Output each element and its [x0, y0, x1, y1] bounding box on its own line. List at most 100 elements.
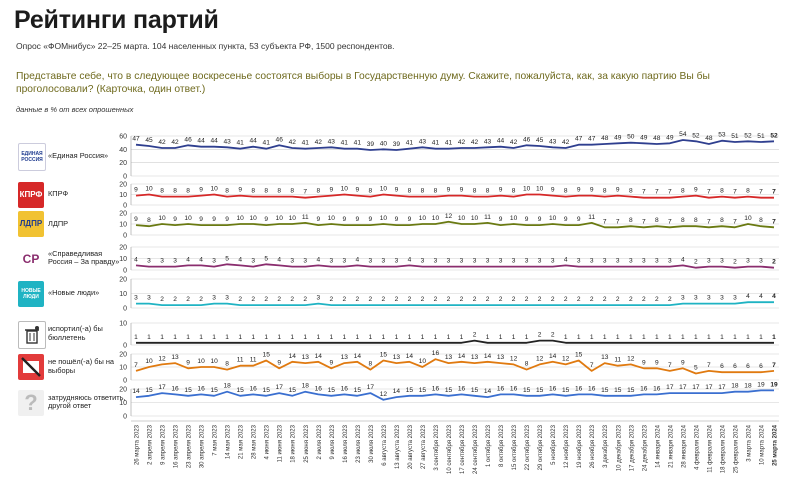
data-label: 16: [497, 385, 505, 392]
x-tick-label: 22 октября 2023: [525, 424, 531, 470]
data-label: 10: [276, 215, 284, 222]
data-label: 7: [707, 218, 711, 225]
y-tick-label: 10: [119, 192, 127, 199]
series-line: [135, 220, 775, 229]
data-label: 7: [733, 189, 737, 196]
y-tick-label: 10: [119, 256, 127, 263]
data-label: 15: [380, 352, 388, 359]
data-label: 2: [499, 296, 503, 303]
data-label: 4: [238, 256, 242, 263]
data-label: 8: [512, 188, 516, 195]
x-tick-label: 14 мая 2023: [226, 424, 232, 459]
series-line: [136, 301, 774, 307]
data-label: 8: [408, 188, 412, 195]
data-label: 7: [772, 189, 776, 196]
data-label: 41: [406, 140, 414, 147]
data-label: 9: [499, 216, 503, 223]
series-name: затрудняюсь ответить, другой ответ: [48, 392, 126, 411]
data-label: 14: [458, 353, 466, 360]
data-label: 8: [173, 188, 177, 195]
x-tick-label: 25 февраля 2024: [733, 424, 739, 473]
x-tick-label: 13 августа 2023: [395, 424, 401, 469]
data-label: 1: [590, 334, 594, 341]
data-label: 12: [445, 213, 453, 220]
data-label: 17: [666, 384, 674, 391]
data-label: 52: [692, 132, 700, 139]
data-label: 15: [523, 387, 531, 394]
data-label: 1: [434, 334, 438, 341]
data-label: 9: [577, 216, 581, 223]
series-line: [135, 193, 774, 199]
data-label: 7: [616, 218, 620, 225]
data-label: 9: [173, 216, 177, 223]
data-label: 41: [341, 140, 349, 147]
data-label: 2: [186, 296, 190, 303]
x-tick-label: 4 февраля 2024: [694, 424, 700, 470]
data-label: 9: [551, 187, 555, 194]
data-label: 15: [536, 387, 544, 394]
kprf-logo-icon: КПРФ: [18, 181, 44, 208]
data-label: 8: [277, 188, 281, 195]
data-label: 2: [408, 296, 412, 303]
data-label: 16: [250, 385, 258, 392]
data-label: 2: [251, 296, 255, 303]
data-label: 7: [642, 189, 646, 196]
data-label: 5: [694, 365, 698, 372]
data-label: 4: [408, 256, 412, 263]
data-label: 2: [356, 296, 360, 303]
data-label: 16: [510, 385, 518, 392]
units-note: данные в % от всех опрошенных: [16, 105, 134, 114]
data-label: 16: [458, 385, 466, 392]
data-label: 2: [238, 296, 242, 303]
data-label: 45: [145, 137, 153, 144]
data-label: 17: [705, 384, 713, 391]
x-tick-label: 16 апреля 2023: [174, 424, 180, 468]
data-label: 9: [564, 216, 568, 223]
survey-subtitle: Опрос «ФОМнибус» 22–25 марта. 104 населе…: [16, 41, 395, 51]
data-label: 1: [356, 334, 360, 341]
data-label: 3: [134, 295, 138, 302]
data-label: 10: [471, 215, 479, 222]
data-label: 12: [536, 355, 544, 362]
data-label: 14: [132, 388, 140, 395]
data-label: 2: [538, 296, 542, 303]
data-label: 4: [134, 256, 138, 263]
data-label: 8: [746, 188, 750, 195]
data-label: 9: [655, 359, 659, 366]
data-label: 10: [744, 215, 752, 222]
data-label: 4: [772, 293, 776, 300]
data-label: 15: [289, 387, 297, 394]
data-label: 2: [642, 296, 646, 303]
data-label: 11: [237, 357, 244, 364]
ldpr-logo-icon: ЛДПР: [18, 211, 44, 237]
series-name: «Единая Россия»: [48, 150, 109, 160]
y-tick-label: 60: [119, 134, 127, 141]
data-label: 41: [432, 140, 440, 147]
data-label: 1: [525, 334, 529, 341]
data-label: 51: [757, 133, 765, 140]
data-label: 1: [616, 334, 620, 341]
series-name: «Справедливая Россия – За правду»: [48, 248, 120, 267]
data-label: 14: [354, 353, 362, 360]
data-label: 7: [603, 218, 607, 225]
data-label: 4: [759, 293, 763, 300]
data-label: 3: [746, 258, 750, 265]
data-label: 15: [627, 387, 635, 394]
data-label: 9: [342, 216, 346, 223]
x-tick-label: 26 марта 2023: [135, 424, 141, 465]
data-label: 16: [315, 385, 323, 392]
data-label: 4: [186, 256, 190, 263]
data-label: 1: [199, 334, 203, 341]
y-tick-label: 0: [123, 203, 127, 210]
data-label: 1: [316, 334, 320, 341]
data-label: 15: [210, 387, 218, 394]
x-tick-label: 21 мая 2023: [239, 424, 245, 459]
data-label: 10: [510, 215, 518, 222]
data-label: 1: [512, 334, 516, 341]
data-label: 4: [681, 256, 685, 263]
data-label: 47: [588, 136, 596, 143]
data-label: 48: [653, 135, 661, 142]
data-label: 9: [681, 359, 685, 366]
x-tick-label: 2 апреля 2023: [148, 424, 154, 464]
data-label: 1: [564, 334, 568, 341]
